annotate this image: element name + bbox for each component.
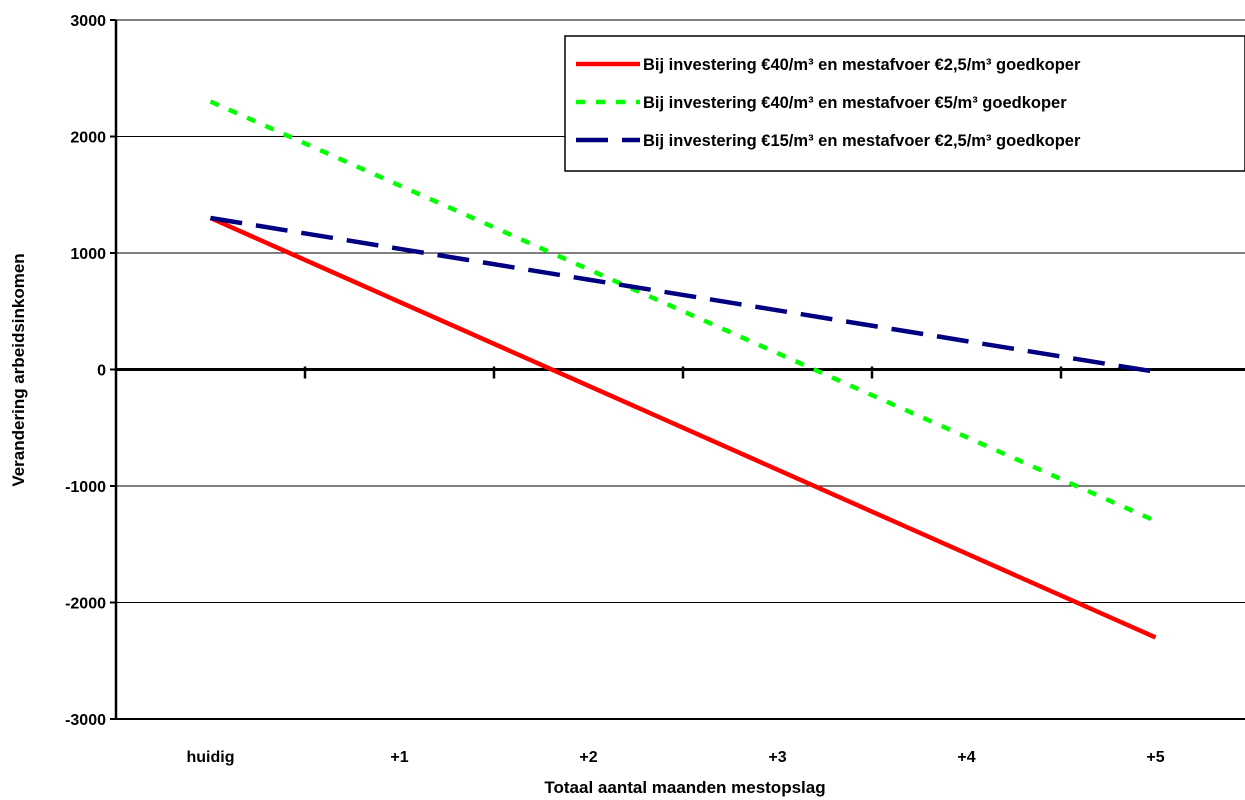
- y-axis-title: Verandering arbeidsinkomen: [9, 253, 28, 486]
- y-tick-label: -2000: [65, 596, 106, 613]
- y-tick-label: 2000: [70, 130, 106, 147]
- legend-label-1: Bij investering €40/m³ en mestafvoer €2,…: [643, 56, 1081, 74]
- x-tick-label: huidig: [187, 749, 235, 766]
- y-tick-label: -1000: [65, 479, 106, 496]
- y-tick-label: 0: [97, 363, 106, 380]
- series-line-1: [209, 215, 1157, 640]
- y-tick-label: 1000: [70, 246, 106, 263]
- series-line-2: [209, 99, 1157, 524]
- y-tick-labels: 3000 2000 1000 0 -1000 -2000 -3000: [65, 13, 106, 729]
- y-tick-label: 3000: [70, 13, 106, 30]
- legend-label-2: Bij investering €40/m³ en mestafvoer €5/…: [643, 94, 1067, 112]
- x-axis-title: Totaal aantal maanden mestopslag: [544, 778, 825, 797]
- x-tick-label: +5: [1146, 749, 1164, 766]
- series-lines: [209, 99, 1157, 640]
- legend: Bij investering €40/m³ en mestafvoer €2,…: [564, 35, 1245, 172]
- x-tick-label: +1: [390, 749, 408, 766]
- x-tick-label: +4: [957, 749, 975, 766]
- x-tick-labels: huidig +1 +2 +3 +4 +5: [187, 749, 1165, 766]
- x-tick-label: +2: [579, 749, 597, 766]
- series-line-3: [210, 215, 1156, 375]
- axes: [110, 19, 1245, 720]
- legend-label-3: Bij investering €15/m³ en mestafvoer €2,…: [643, 132, 1081, 150]
- x-tick-label: +3: [768, 749, 786, 766]
- legend-box: [564, 35, 1245, 172]
- y-tick-label: -3000: [65, 712, 106, 729]
